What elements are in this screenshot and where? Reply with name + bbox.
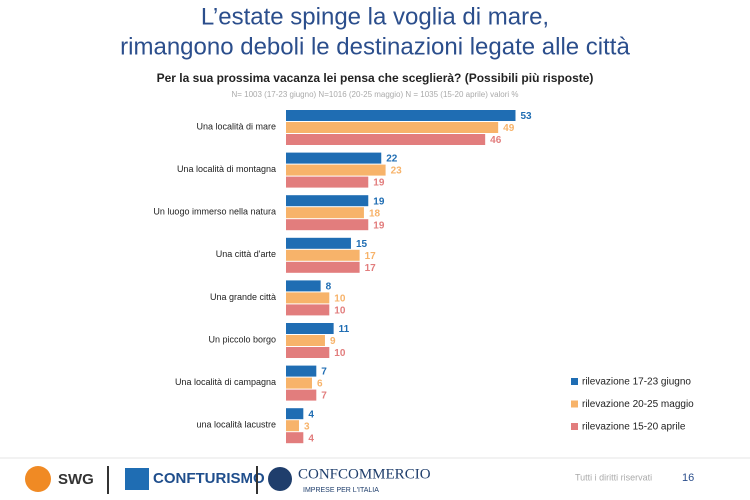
category-label: Un piccolo borgo [208,334,276,344]
value-label: 18 [369,208,381,219]
value-label: 19 [373,196,385,207]
value-label: 6 [317,379,323,390]
bar [286,261,360,273]
value-label: 8 [326,282,332,293]
logo: SWG [58,471,94,488]
confcommercio-mark [268,467,292,491]
value-label: 7 [321,367,327,378]
value-label: 49 [503,123,515,134]
bar [286,195,369,207]
bar [286,237,351,249]
legend-label: rilevazione 20-25 maggio [582,399,694,410]
bar [286,110,516,121]
rights: Tutti i diritti riservati [575,472,652,482]
note: N= 1003 (17-23 giugno) N=1016 (20-25 mag… [231,90,518,99]
bar [286,365,317,377]
value-label: 22 [386,154,398,165]
logo: CONFCOMMERCIO [298,466,431,482]
value-label: 10 [334,348,346,359]
bar [286,323,334,334]
logo: CONFTURISMO [153,470,265,487]
title-line: rimangono deboli le destinazioni legate … [120,33,630,60]
category-label: Una grande città [210,292,276,302]
value-label: 15 [356,239,368,250]
bar [286,377,312,389]
swg-logo-mark [25,466,51,492]
bar [286,280,321,292]
confturismo-mark [125,468,149,490]
value-label: 4 [308,433,314,444]
value-label: 46 [490,135,502,146]
legend-label: rilevazione 15-20 aprile [582,422,686,433]
value-label: 4 [308,409,314,420]
category-label: una località lacustre [196,420,276,430]
category-label: Una località di campagna [175,377,276,387]
value-label: 53 [520,111,532,122]
category-label: Una località di montagna [177,164,276,174]
category-label: Una città d'arte [216,249,276,259]
bar [286,432,304,444]
legend-swatch [571,378,578,385]
value-label: 7 [321,391,327,402]
logo-tagline: IMPRESE PER L'ITALIA [303,487,379,494]
value-label: 10 [334,294,346,305]
value-label: 9 [330,336,336,347]
legend-swatch [571,400,578,408]
bar [286,347,330,358]
bar [286,134,486,145]
value-label: 19 [373,178,385,189]
bar [286,207,364,219]
category-label: Un luogo immerso nella natura [153,207,276,217]
bar [286,176,369,188]
page-number: 16 [682,472,694,484]
title-line: L’estate spinge la voglia di mare, [201,3,549,30]
value-label: 3 [304,421,310,432]
legend-label: rilevazione 17-23 giugno [582,377,691,388]
value-label: 11 [339,324,350,335]
bar [286,219,369,231]
value-label: 17 [365,263,377,274]
bar [286,164,386,176]
value-label: 23 [391,166,403,177]
bar [286,420,299,432]
value-label: 19 [373,220,385,231]
bar [286,292,330,304]
bar [286,389,317,401]
bar [286,304,330,316]
subtitle: Per la sua prossima vacanza lei pensa ch… [157,71,594,85]
value-label: 17 [365,251,377,262]
bar [286,249,360,261]
bar [286,335,325,346]
legend-swatch [571,423,578,430]
value-label: 10 [334,306,346,317]
bar [286,122,499,133]
bar [286,408,304,420]
category-label: Una località di mare [196,121,276,131]
bar [286,152,382,164]
